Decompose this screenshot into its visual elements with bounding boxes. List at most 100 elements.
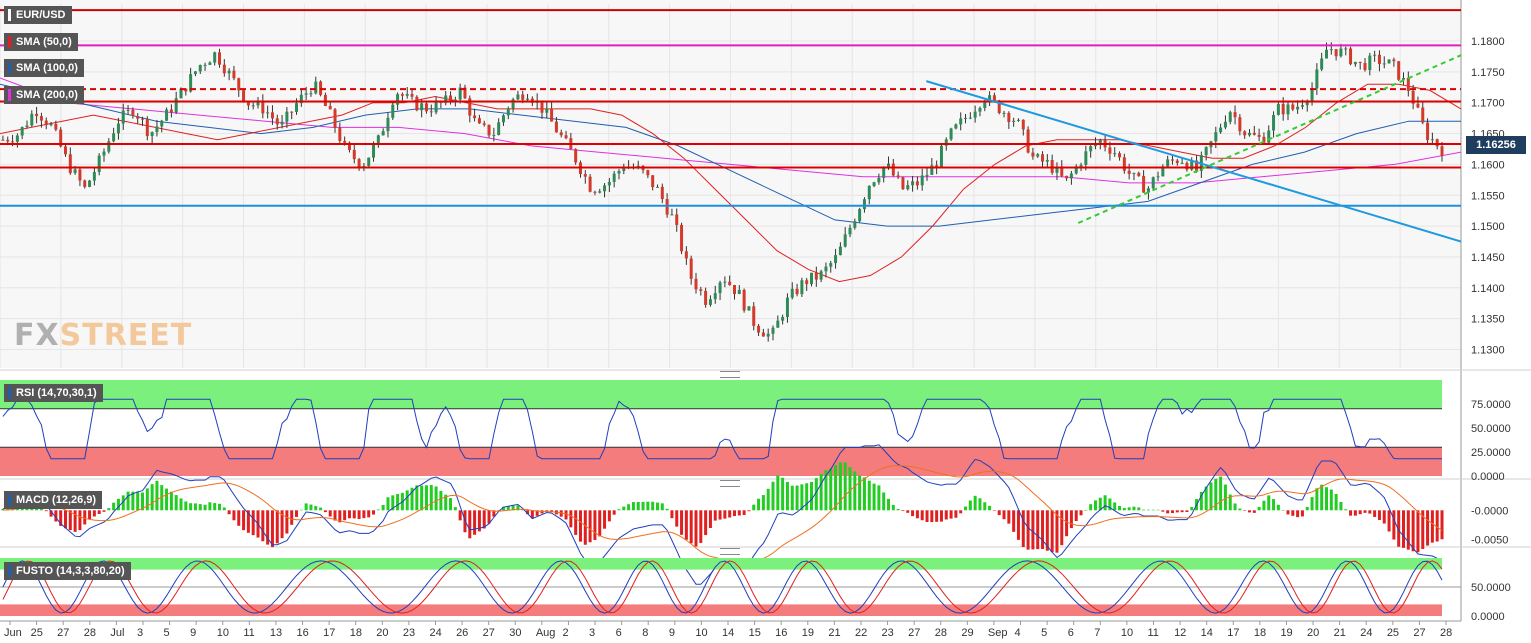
macd-hist-bar bbox=[1430, 510, 1434, 543]
candle-body bbox=[1079, 164, 1083, 167]
macd-hist-bar bbox=[651, 501, 655, 511]
macd-hist-bar bbox=[299, 509, 303, 511]
date-label: 23 bbox=[403, 627, 415, 639]
candle-body bbox=[776, 320, 780, 328]
candle-body bbox=[1387, 59, 1391, 64]
date-label: 16 bbox=[775, 627, 787, 639]
candle-body bbox=[915, 181, 919, 186]
candle-body bbox=[992, 95, 996, 101]
macd-hist-bar bbox=[73, 510, 77, 532]
candle-body bbox=[1036, 154, 1040, 157]
fusto-k-line bbox=[2, 560, 1443, 614]
candle-body bbox=[270, 112, 274, 119]
candle-body bbox=[1363, 62, 1367, 71]
macd-hist-bar bbox=[949, 510, 953, 519]
date-label: 3 bbox=[137, 627, 143, 639]
symbol-text: EUR/USD bbox=[16, 9, 66, 21]
candle-body bbox=[939, 145, 943, 167]
candle-body bbox=[704, 290, 708, 305]
macd-hist-bar bbox=[1180, 510, 1184, 513]
date-label: 10 bbox=[695, 627, 707, 639]
candle-body bbox=[458, 87, 462, 100]
sma100-label[interactable]: SMA (100,0) bbox=[4, 59, 84, 77]
macd-hist-bar bbox=[988, 505, 992, 511]
macd-hist-bar bbox=[92, 510, 96, 517]
price-tick-label: 1.1550 bbox=[1471, 190, 1505, 202]
macd-hist-bar bbox=[1012, 510, 1016, 532]
macd-hist-bar bbox=[800, 484, 804, 511]
macd-hist-bar bbox=[1016, 510, 1020, 540]
macd-hist-bar bbox=[1026, 510, 1030, 550]
candle-body bbox=[1329, 49, 1333, 51]
candle-body bbox=[1127, 170, 1131, 174]
sma100-line bbox=[0, 83, 1461, 227]
candle-body bbox=[400, 94, 404, 96]
price-tick-label: 1.1450 bbox=[1471, 252, 1505, 264]
macd-hist-bar bbox=[1402, 510, 1406, 548]
macd-hist-bar bbox=[1296, 510, 1300, 518]
macd-hist-bar bbox=[338, 510, 342, 523]
macd-hist-bar bbox=[347, 510, 351, 519]
macd-hist-bar bbox=[882, 492, 886, 511]
candle-body bbox=[1411, 90, 1415, 104]
macd-hist-bar bbox=[660, 503, 664, 511]
macd-hist-bar bbox=[545, 510, 549, 512]
macd-hist-bar bbox=[675, 510, 679, 527]
pane-resize-handle-rsi[interactable] bbox=[720, 371, 740, 378]
candle-body bbox=[964, 117, 968, 119]
candle-body bbox=[1045, 160, 1049, 162]
candle-body bbox=[684, 251, 688, 259]
candle-body bbox=[1185, 162, 1189, 170]
candle-body bbox=[1281, 103, 1285, 115]
date-label: 26 bbox=[456, 627, 468, 639]
candle-body bbox=[670, 214, 674, 216]
rsi-label[interactable]: RSI (14,70,30,1) bbox=[4, 384, 103, 402]
candle-body bbox=[771, 327, 775, 334]
candle-body bbox=[887, 163, 891, 167]
candle-body bbox=[1065, 175, 1069, 179]
sma200-text: SMA (200,0) bbox=[16, 89, 78, 101]
candle-body bbox=[44, 120, 48, 126]
candle-body bbox=[694, 278, 698, 290]
date-label: 14 bbox=[1201, 627, 1213, 639]
macd-hist-bar bbox=[718, 510, 722, 520]
macd-hist-bar bbox=[1406, 510, 1410, 550]
candle-body bbox=[1426, 122, 1430, 141]
macd-hist-bar bbox=[761, 495, 765, 511]
date-label: 5 bbox=[1041, 627, 1047, 639]
fusto-overbought-zone bbox=[0, 558, 1442, 570]
macd-hist-bar bbox=[1353, 510, 1357, 516]
date-label: 25 bbox=[1387, 627, 1399, 639]
sma200-label[interactable]: SMA (200,0) bbox=[4, 86, 84, 104]
sma50-label[interactable]: SMA (50,0) bbox=[4, 33, 78, 51]
macd-hist-bar bbox=[1089, 504, 1093, 511]
candle-body bbox=[367, 157, 371, 166]
candle-body bbox=[1142, 175, 1146, 193]
candle-body bbox=[554, 121, 558, 133]
candle-body bbox=[434, 101, 438, 113]
candle-body bbox=[1161, 166, 1165, 177]
candle-body bbox=[20, 127, 24, 136]
candle-body bbox=[708, 299, 712, 305]
candle-body bbox=[1247, 132, 1251, 136]
candle-body bbox=[410, 94, 414, 97]
candle-body bbox=[665, 199, 669, 215]
macd-label[interactable]: MACD (12,26,9) bbox=[4, 491, 103, 509]
date-label: 10 bbox=[217, 627, 229, 639]
candle-body bbox=[11, 141, 15, 143]
date-label: 5 bbox=[164, 627, 170, 639]
candle-body bbox=[444, 95, 448, 103]
macd-hist-bar bbox=[564, 510, 568, 520]
pane-resize-handle-fusto[interactable] bbox=[720, 548, 740, 555]
candle-body bbox=[179, 88, 183, 99]
fusto-label[interactable]: FUSTO (14,3,3,80,20) bbox=[4, 562, 131, 580]
pane-resize-handle-macd[interactable] bbox=[720, 480, 740, 487]
macd-hist-bar bbox=[862, 477, 866, 511]
macd-hist-bar bbox=[1411, 510, 1415, 552]
candle-body bbox=[598, 191, 602, 193]
macd-hist-bar bbox=[97, 510, 101, 515]
candle-body bbox=[1055, 166, 1059, 173]
candle-body bbox=[1272, 114, 1276, 131]
macd-hist-bar bbox=[59, 510, 63, 526]
